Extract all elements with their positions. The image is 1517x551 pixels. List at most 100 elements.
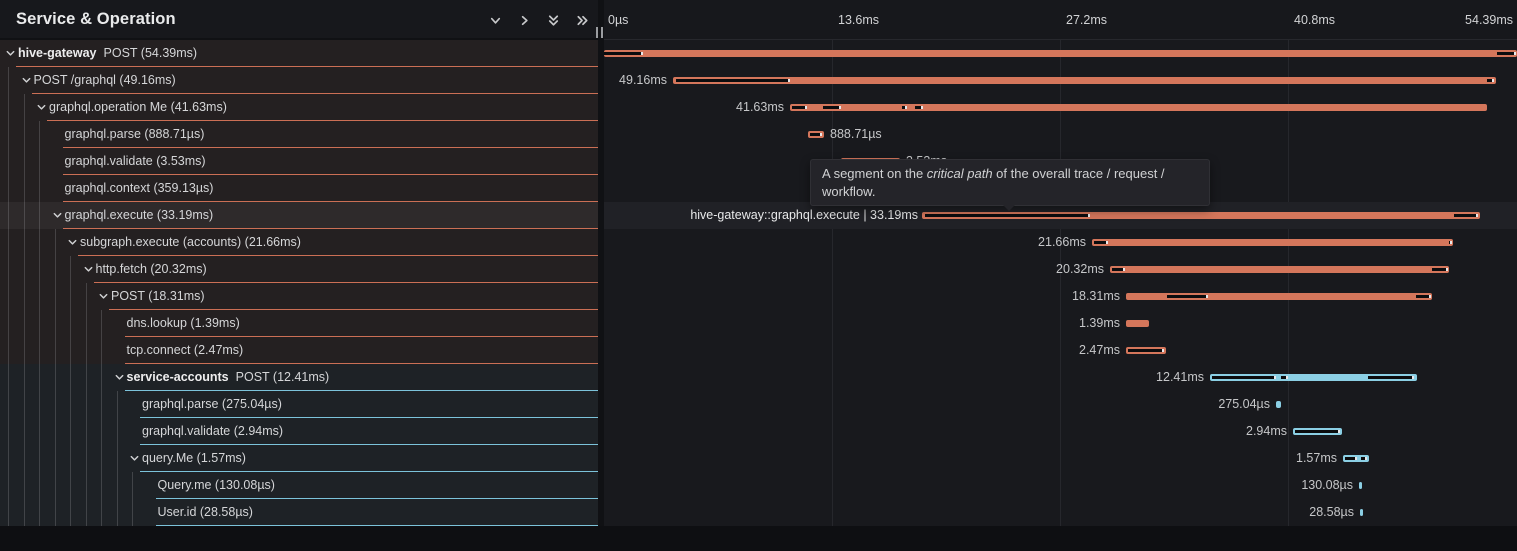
span-tree: hive-gateway POST (54.39ms) POST /graphql … [0,40,598,526]
tree-row[interactable]: graphql.execute (33.19ms) [0,202,598,229]
timeline-row[interactable]: 41.63ms [604,94,1517,121]
chevron-down-icon[interactable] [129,453,140,464]
tree-indent-guide [116,391,118,526]
tree-row[interactable]: graphql.operation Me (41.63ms) [0,94,598,121]
critical-path-segment[interactable] [1112,268,1125,271]
tree-row[interactable]: tcp.connect (2.47ms) [0,337,598,364]
span-bar[interactable] [790,104,1487,111]
span-bar[interactable] [1210,374,1417,381]
timeline-row[interactable]: 21.66ms [604,229,1517,256]
span-bar[interactable] [1126,320,1149,327]
tree-row[interactable]: graphql.validate (3.53ms) [0,148,598,175]
critical-path-segment[interactable] [1345,457,1357,460]
span-bar[interactable] [673,77,1496,84]
critical-path-tooltip: A segment on the critical path of the ov… [810,159,1210,211]
tree-row[interactable]: http.fetch (20.32ms) [0,256,598,283]
chevron-down-icon[interactable] [98,291,109,302]
tree-row[interactable]: Query.me (130.08µs) [0,472,598,499]
timeline-row[interactable]: 888.71µs [604,121,1517,148]
tree-row[interactable]: query.Me (1.57ms) [0,445,598,472]
chevron-down-icon[interactable] [67,237,78,248]
timeline-row[interactable]: 1.39ms [604,310,1517,337]
span-bar[interactable] [1110,266,1449,273]
span-bar[interactable] [1359,482,1362,489]
tree-row[interactable]: graphql.parse (275.04µs) [0,391,598,418]
tree-row[interactable]: dns.lookup (1.39ms) [0,310,598,337]
critical-path-segment[interactable] [915,106,923,109]
span-duration-label: 20.32ms [1056,262,1104,276]
critical-path-segment[interactable] [1497,52,1516,55]
timeline-row[interactable]: 1.57ms [604,445,1517,472]
critical-path-segment[interactable] [1449,241,1452,244]
timeline-row[interactable]: 49.16ms [604,67,1517,94]
critical-path-segment[interactable] [1487,79,1494,82]
chevron-right-icon[interactable] [516,12,532,28]
tree-row[interactable]: graphql.context (359.13µs) [0,175,598,202]
timeline-row[interactable]: hive-gateway::graphql.execute | 33.19ms [604,202,1517,229]
critical-path-segment[interactable] [1094,241,1108,244]
span-label: graphql.operation Me (41.63ms) [49,100,227,114]
critical-path-segment[interactable] [1368,376,1414,379]
timeline-row[interactable]: 2.47ms [604,337,1517,364]
double-chevron-down-icon[interactable] [545,12,561,28]
tree-row[interactable]: POST (18.31ms) [0,283,598,310]
panel-resize-handle[interactable] [592,25,606,39]
timeline-row[interactable] [604,40,1517,67]
span-bar[interactable] [1276,401,1281,408]
critical-path-segment[interactable] [604,52,643,55]
chevron-down-icon[interactable] [83,264,94,275]
span-bar[interactable] [1360,509,1363,516]
span-bar[interactable] [922,212,1480,219]
critical-path-segment[interactable] [1454,214,1478,217]
critical-path-segment[interactable] [925,214,1090,217]
span-bar[interactable] [1126,347,1166,354]
critical-path-segment[interactable] [676,79,790,82]
tree-row[interactable]: subgraph.execute (accounts) (21.66ms) [0,229,598,256]
chevron-down-icon[interactable] [21,75,32,86]
tree-row[interactable]: hive-gateway POST (54.39ms) [0,40,598,67]
span-bar[interactable] [1092,239,1453,246]
axis-tick-label: 40.8ms [1294,13,1335,27]
row-underline [62,201,598,202]
tree-row[interactable]: service-accounts POST (12.41ms) [0,364,598,391]
span-duration-label: 41.63ms [736,100,784,114]
critical-path-segment[interactable] [1128,349,1164,352]
span-bar[interactable] [808,131,824,138]
span-bar[interactable] [1293,428,1342,435]
timeline-row[interactable]: 28.58µs [604,499,1517,526]
tree-row[interactable]: graphql.validate (2.94ms) [0,418,598,445]
critical-path-segment[interactable] [792,106,807,109]
timeline-row[interactable]: 12.41ms [604,364,1517,391]
chevron-down-icon[interactable] [5,48,16,59]
critical-path-segment[interactable] [810,133,822,136]
critical-path-segment[interactable] [1212,376,1276,379]
tree-row[interactable]: graphql.parse (888.71µs) [0,121,598,148]
chevron-down-icon[interactable] [487,12,503,28]
span-duration-label: 275.04µs [1218,397,1270,411]
tree-row[interactable]: POST /graphql (49.16ms) [0,67,598,94]
span-bar[interactable] [604,50,1517,57]
critical-path-segment[interactable] [902,106,907,109]
critical-path-segment[interactable] [1295,430,1340,433]
timeline-row[interactable]: 2.94ms [604,418,1517,445]
critical-path-segment[interactable] [1167,295,1208,298]
tree-row[interactable]: User.id (28.58µs) [0,499,598,526]
row-underline [155,525,598,526]
critical-path-segment[interactable] [1432,268,1448,271]
chevron-down-icon[interactable] [36,102,47,113]
critical-path-segment[interactable] [1281,376,1288,379]
span-bar[interactable] [1126,293,1432,300]
timeline-row[interactable]: 18.31ms [604,283,1517,310]
chevron-down-icon[interactable] [114,372,125,383]
timeline-row[interactable]: 275.04µs [604,391,1517,418]
chevron-down-icon[interactable] [52,210,63,221]
critical-path-segment[interactable] [1361,457,1367,460]
double-chevron-right-icon[interactable] [574,12,590,28]
timeline-row[interactable]: 130.08µs [604,472,1517,499]
critical-path-segment[interactable] [1416,295,1431,298]
span-bar[interactable] [1343,455,1369,462]
critical-path-segment[interactable] [823,106,841,109]
gridline [832,0,833,526]
timeline-row[interactable]: 20.32ms [604,256,1517,283]
